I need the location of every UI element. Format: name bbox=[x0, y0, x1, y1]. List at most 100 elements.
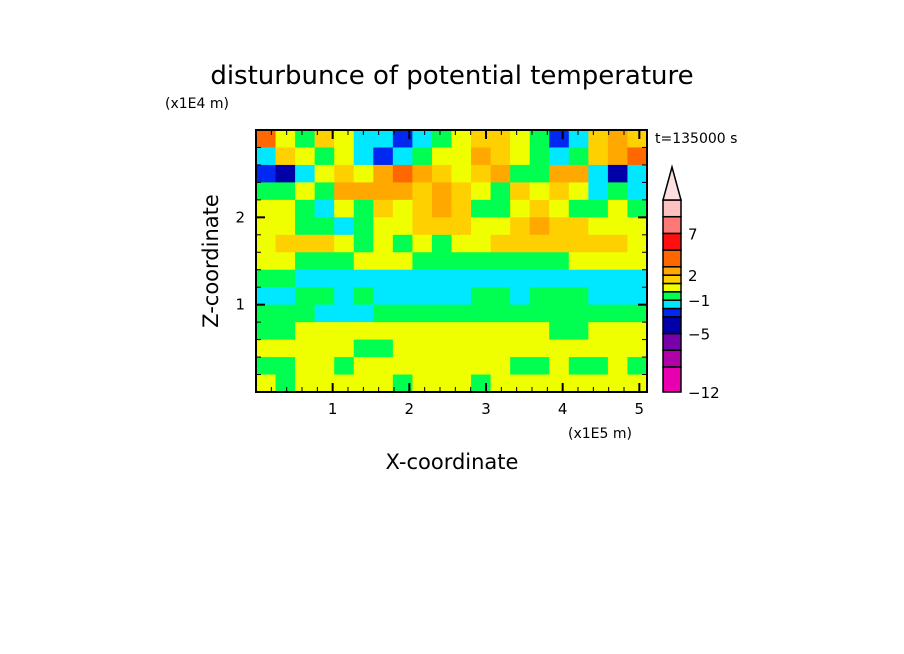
contour-cell bbox=[549, 252, 570, 271]
contour-cell bbox=[373, 164, 394, 183]
contour-cell bbox=[412, 217, 433, 236]
contour-cell bbox=[392, 252, 413, 271]
contour-cell bbox=[353, 269, 374, 288]
contour-cell bbox=[588, 164, 609, 183]
x-tick-label: 3 bbox=[481, 400, 491, 418]
contour-cell bbox=[295, 252, 316, 271]
contour-cell bbox=[490, 304, 511, 323]
contour-cell bbox=[431, 304, 453, 323]
contour-cell bbox=[588, 304, 609, 323]
contour-cell bbox=[549, 304, 570, 323]
contour-cell bbox=[373, 147, 394, 166]
contour-cell bbox=[627, 217, 648, 236]
contour-cell bbox=[510, 339, 531, 358]
contour-cell bbox=[607, 199, 629, 218]
contour-cell bbox=[627, 130, 648, 149]
contour-cell bbox=[607, 182, 629, 201]
contour-cell bbox=[275, 130, 296, 149]
contour-cell bbox=[510, 234, 531, 253]
colorbar-label: −12 bbox=[688, 384, 720, 402]
contour-cell bbox=[412, 234, 433, 253]
contour-cell bbox=[275, 164, 296, 183]
contour-cell bbox=[334, 199, 355, 218]
contour-cell bbox=[471, 199, 492, 218]
contour-cell bbox=[510, 147, 531, 166]
contour-cell bbox=[256, 304, 277, 323]
contour-cell bbox=[568, 304, 589, 323]
x-tick-label: 5 bbox=[635, 400, 645, 418]
contour-cell bbox=[256, 269, 277, 288]
contour-cell bbox=[373, 234, 394, 253]
contour-cell bbox=[275, 182, 296, 201]
contour-cell bbox=[529, 234, 550, 253]
x-axis-label: X-coordinate bbox=[386, 450, 519, 474]
contour-cell bbox=[412, 374, 433, 393]
y-axis-label: Z-coordinate bbox=[199, 194, 223, 328]
contour-cell bbox=[275, 322, 296, 341]
contour-cell bbox=[588, 199, 609, 218]
colorbar-segment bbox=[662, 266, 682, 276]
contour-cell bbox=[568, 269, 589, 288]
colorbar-label: −1 bbox=[688, 292, 710, 310]
contour-cell bbox=[549, 357, 570, 376]
contour-cell bbox=[451, 357, 472, 376]
contour-cell bbox=[607, 252, 629, 271]
contour-cell bbox=[529, 269, 550, 288]
contour-cell bbox=[549, 199, 570, 218]
contour-cell bbox=[471, 182, 492, 201]
contour-cell bbox=[373, 304, 394, 323]
contour-cell bbox=[549, 182, 570, 201]
contour-cell bbox=[490, 287, 511, 306]
contour-cell bbox=[431, 269, 453, 288]
contour-cell bbox=[392, 304, 413, 323]
contour-cell bbox=[451, 287, 472, 306]
contour-cell bbox=[373, 339, 394, 358]
contour-cell bbox=[471, 269, 492, 288]
contour-cell bbox=[256, 164, 277, 183]
contour-cell bbox=[471, 164, 492, 183]
x-unit-label: (x1E5 m) bbox=[568, 426, 632, 442]
contour-cell bbox=[392, 199, 413, 218]
colorbar-segment bbox=[662, 332, 682, 352]
contour-cell bbox=[275, 147, 296, 166]
contour-cell bbox=[256, 234, 277, 253]
contour-cell bbox=[256, 339, 277, 358]
contour-cell bbox=[431, 339, 453, 358]
contour-cell bbox=[353, 339, 374, 358]
contour-cell bbox=[568, 147, 589, 166]
contour-cell bbox=[256, 199, 277, 218]
contour-cell bbox=[510, 374, 531, 393]
contour-cell bbox=[314, 252, 335, 271]
contour-cell bbox=[549, 164, 570, 183]
contour-cell bbox=[588, 287, 609, 306]
contour-cell bbox=[275, 304, 296, 323]
contour-cell bbox=[412, 164, 433, 183]
contour-cell bbox=[314, 287, 335, 306]
contour-cell bbox=[295, 339, 316, 358]
contour-cell bbox=[568, 217, 589, 236]
contour-cell bbox=[588, 357, 609, 376]
contour-cell bbox=[510, 217, 531, 236]
contour-cell bbox=[451, 164, 472, 183]
contour-cell bbox=[392, 182, 413, 201]
contour-cell bbox=[295, 147, 316, 166]
contour-cell bbox=[607, 339, 629, 358]
contour-cell bbox=[568, 287, 589, 306]
contour-cell bbox=[412, 182, 433, 201]
contour-cell bbox=[607, 164, 629, 183]
colorbar: −12−5−127 bbox=[662, 164, 720, 402]
contour-cell bbox=[588, 374, 609, 393]
contour-cell bbox=[529, 287, 550, 306]
contour-cell bbox=[353, 217, 374, 236]
contour-cell bbox=[568, 234, 589, 253]
contour-cell bbox=[607, 234, 629, 253]
contour-cell bbox=[471, 130, 492, 149]
contour-cell bbox=[627, 304, 648, 323]
contour-cell bbox=[295, 217, 316, 236]
contour-field bbox=[256, 130, 648, 393]
contour-cell bbox=[627, 322, 648, 341]
contour-cell bbox=[490, 217, 511, 236]
contour-cell bbox=[471, 357, 492, 376]
contour-cell bbox=[490, 357, 511, 376]
